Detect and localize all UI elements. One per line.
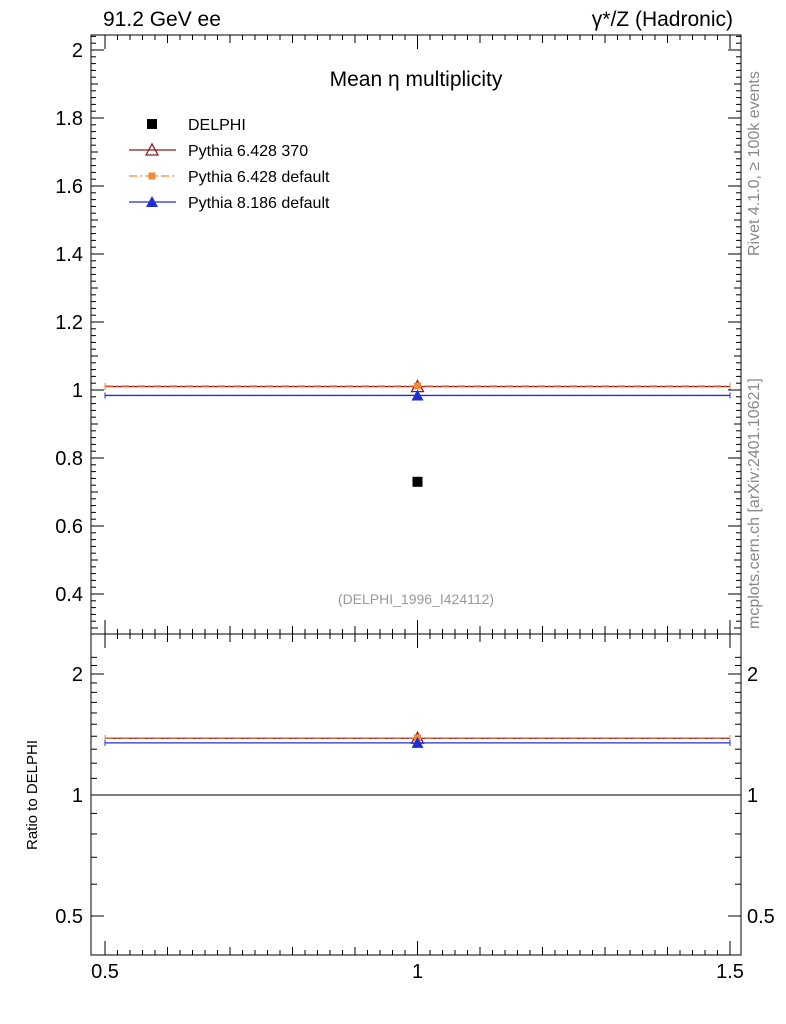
ratio-y-tick-label: 0.5 — [55, 906, 83, 928]
x-tick-label: 0.5 — [91, 961, 119, 983]
y-tick-label: 1.4 — [55, 244, 83, 266]
y-tick-label: 0.4 — [55, 584, 83, 606]
watermark: (DELPHI_1996_I424112) — [338, 591, 494, 607]
legend-marker — [144, 142, 160, 156]
legend-entry: Pythia 6.428 default — [129, 169, 330, 186]
x-tick-label: 1.5 — [716, 961, 744, 983]
ratio-y-tick-label: 2 — [72, 664, 83, 686]
y-tick-label: 1.6 — [55, 176, 83, 198]
series-2 — [104, 382, 731, 390]
ratio-y-tick-label-right: 2 — [747, 664, 758, 686]
legend-label: Pythia 6.428 default — [188, 169, 330, 186]
series-0 — [412, 476, 423, 487]
ratio-y-tick-label-right: 1 — [747, 785, 758, 807]
main-panel: 0.4 0.6 0.8 1 1.2 1.4 1.6 1.8 2 Mean η multiplici… — [55, 34, 742, 635]
legend-entry: Pythia 8.186 default — [129, 195, 330, 212]
y-tick-label: 0.8 — [55, 448, 83, 470]
ratio-y-tick-label: 1 — [72, 785, 83, 807]
data-point — [411, 389, 424, 401]
legend-marker — [147, 119, 157, 129]
legend-entry: DELPHI — [147, 117, 246, 134]
header-right: γ*/Z (Hadronic) — [591, 8, 733, 31]
ratio-y-label: Ratio to DELPHI — [24, 740, 41, 850]
ratio-point — [411, 736, 424, 748]
ratio-series-2 — [104, 736, 731, 748]
chart-title: Mean η multiplicity — [330, 68, 503, 91]
legend-label: DELPHI — [188, 117, 246, 134]
data-point — [414, 382, 421, 390]
x-tick-label: 1 — [412, 961, 423, 983]
y-tick-label: 0.6 — [55, 516, 83, 538]
legend-label: Pythia 8.186 default — [188, 195, 330, 212]
y-tick-label: 1 — [72, 380, 83, 402]
legend-marker — [146, 196, 158, 207]
data-point — [412, 476, 423, 487]
ratio-y-tick-label-right: 0.5 — [747, 906, 775, 928]
legend-marker — [148, 172, 156, 180]
y-tick-label: 1.8 — [55, 108, 83, 130]
legend-label: Pythia 6.428 370 — [188, 143, 308, 160]
ratio-panel: 0.5 0.5 1 1 2 2 0.5 1 1.5 Ratio to DELPHI — [24, 633, 775, 983]
header-left: 91.2 GeV ee — [103, 8, 221, 31]
y-tick-label: 1.2 — [55, 312, 83, 334]
legend-entry: Pythia 6.428 370 — [129, 142, 308, 160]
series-3 — [104, 389, 731, 401]
y-tick-label: 2 — [72, 40, 83, 62]
